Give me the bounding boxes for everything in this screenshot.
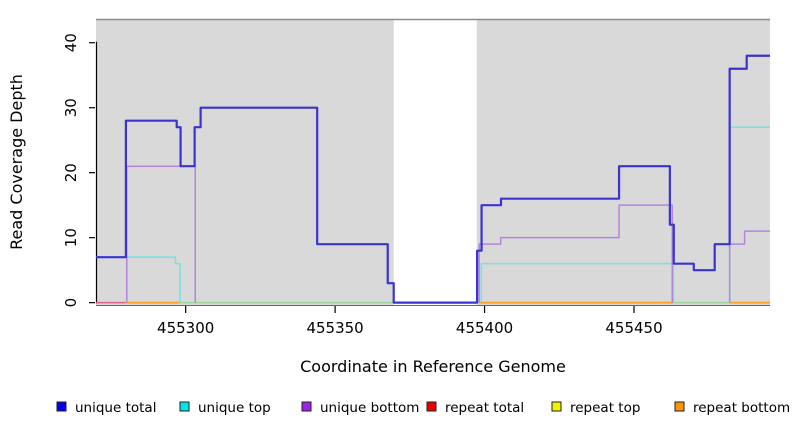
plot-area: 455300 455350 455400 455450 0 10 20 30 40 xyxy=(62,18,770,337)
repeat-top-swatch-icon xyxy=(551,401,562,412)
y-tick-label: 20 xyxy=(62,163,80,182)
legend-item-unique-bottom: unique bottom xyxy=(301,400,419,416)
series-unique-total xyxy=(96,54,770,304)
x-tick-label: 455300 xyxy=(157,319,214,337)
series-unique-top xyxy=(480,262,675,303)
x-tick-label: 455350 xyxy=(306,319,363,337)
legend-label: unique bottom xyxy=(320,400,419,416)
legend-label: unique total xyxy=(75,400,156,416)
legend-item-unique-top: unique top xyxy=(179,400,271,416)
x-tick-label: 455450 xyxy=(605,319,662,337)
repeat-bottom-swatch-icon xyxy=(674,401,685,412)
legend-item-repeat-top: repeat top xyxy=(551,400,640,416)
no-data-band xyxy=(393,20,477,305)
unique-bottom-swatch-icon xyxy=(301,401,312,412)
series-unique-bottom xyxy=(728,230,770,303)
legend-item-unique-total: unique total xyxy=(56,400,156,416)
legend-label: repeat top xyxy=(570,400,640,416)
y-tick-label: 40 xyxy=(62,33,80,52)
y-tick-label: 10 xyxy=(62,228,80,247)
unique-top-swatch-icon xyxy=(179,401,190,412)
legend-item-repeat-bottom: repeat bottom xyxy=(674,400,790,416)
legend: unique total unique top unique bottom re… xyxy=(56,400,790,416)
y-tick-label: 0 xyxy=(62,298,80,308)
legend-label: repeat bottom xyxy=(693,400,790,416)
series-unique-top xyxy=(96,256,181,303)
repeat-total-swatch-icon xyxy=(426,401,437,412)
legend-label: unique top xyxy=(198,400,271,416)
y-axis-title: Read Coverage Depth xyxy=(7,74,26,250)
unique-total-swatch-icon xyxy=(56,401,67,412)
legend-label: repeat total xyxy=(445,400,524,416)
x-axis-title: Coordinate in Reference Genome xyxy=(300,357,566,376)
legend-item-repeat-total: repeat total xyxy=(426,400,524,416)
x-tick-label: 455400 xyxy=(456,319,513,337)
series-unique-bottom xyxy=(478,204,674,303)
y-tick-label: 30 xyxy=(62,98,80,117)
